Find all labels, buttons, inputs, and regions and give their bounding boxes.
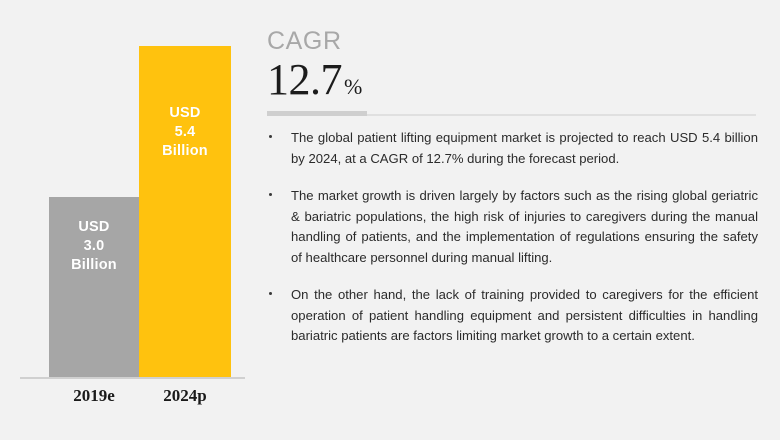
- bullet-text-2: The market growth is driven largely by f…: [291, 188, 758, 265]
- axis-label-2019e: 2019e: [73, 386, 115, 405]
- bar-2024p-label-line2: 5.4: [174, 124, 196, 140]
- bar-2024p: USD 5.4 Billion: [139, 46, 231, 377]
- list-item: The global patient lifting equipment mar…: [263, 128, 763, 169]
- bar-2024p-label-line1: USD: [169, 105, 201, 121]
- insights-panel: CAGR 12.7 % The global patient lifting e…: [258, 0, 780, 440]
- bullet-dot-icon: [269, 292, 272, 295]
- chart-axis-labels: 2019e 2024p: [0, 386, 258, 416]
- bar-2019e-label-line3: Billion: [71, 256, 117, 273]
- bar-2019e-label-line2: 3.0: [83, 237, 105, 254]
- chart-plot-area: USD 3.0 Billion USD 5.4 Billion: [0, 0, 258, 377]
- divider-thin-line: [267, 114, 756, 116]
- cagr-value-row: 12.7 %: [267, 57, 362, 103]
- bullet-list: The global patient lifting equipment mar…: [263, 128, 763, 364]
- list-item: On the other hand, the lack of training …: [263, 285, 763, 347]
- bar-2024p-label: USD 5.4 Billion: [162, 104, 208, 161]
- bar-chart-panel: USD 3.0 Billion USD 5.4 Billion 2019e 20…: [0, 0, 258, 440]
- bullet-dot-icon: [269, 135, 272, 138]
- bar-2019e-label-line1: USD: [78, 218, 110, 235]
- bullet-text-1: The global patient lifting equipment mar…: [291, 130, 758, 166]
- cagr-block: CAGR 12.7 %: [267, 27, 362, 103]
- chart-baseline-axis: [20, 377, 245, 379]
- cagr-value: 12.7: [267, 55, 343, 104]
- cagr-title: CAGR: [267, 27, 342, 55]
- bullet-text-3: On the other hand, the lack of training …: [291, 287, 758, 343]
- bar-2019e-label: USD 3.0 Billion: [71, 218, 117, 275]
- bar-2024p-label-line3: Billion: [162, 143, 208, 159]
- cagr-percent-sign: %: [344, 74, 363, 99]
- divider-thick-segment: [267, 111, 367, 116]
- bullet-dot-icon: [269, 193, 272, 196]
- list-item: The market growth is driven largely by f…: [263, 186, 763, 268]
- header-divider: [267, 111, 764, 116]
- axis-label-2024p: 2024p: [163, 386, 207, 405]
- bar-2019e: USD 3.0 Billion: [49, 197, 139, 377]
